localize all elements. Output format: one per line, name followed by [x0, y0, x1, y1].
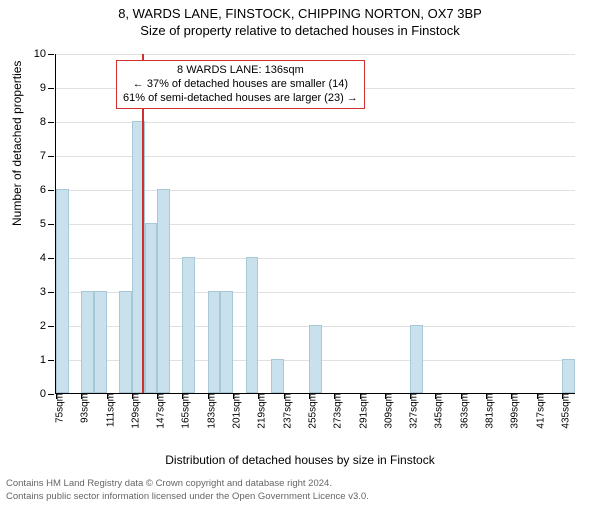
histogram-bar: [182, 257, 195, 393]
y-tick-label: 5: [40, 218, 46, 230]
annotation-line: ← 37% of detached houses are smaller (14…: [123, 78, 358, 92]
x-tick-label: 345sqm: [426, 393, 445, 429]
y-tick-label: 6: [40, 184, 46, 196]
y-tick: [48, 224, 54, 225]
x-tick-label: 183sqm: [198, 393, 217, 429]
histogram-bar: [410, 325, 423, 393]
histogram-bar: [81, 291, 94, 393]
x-tick-label: 147sqm: [148, 393, 167, 429]
x-tick-label: 219sqm: [249, 393, 268, 429]
y-tick-label: 1: [40, 354, 46, 366]
y-tick-label: 7: [40, 150, 46, 162]
footer-attribution: Contains HM Land Registry data © Crown c…: [6, 478, 594, 503]
y-axis-label: Number of detached properties: [10, 61, 24, 226]
plot-area: 01234567891075sqm93sqm111sqm129sqm147sqm…: [55, 54, 575, 394]
chart-title-desc: Size of property relative to detached ho…: [0, 23, 600, 38]
y-tick: [48, 122, 54, 123]
y-tick-label: 3: [40, 286, 46, 298]
y-tick-label: 8: [40, 116, 46, 128]
x-tick-label: 399sqm: [502, 393, 521, 429]
y-tick: [48, 156, 54, 157]
y-tick: [48, 190, 54, 191]
chart-title-address: 8, WARDS LANE, FINSTOCK, CHIPPING NORTON…: [0, 6, 600, 21]
x-tick-label: 435sqm: [552, 393, 571, 429]
y-tick: [48, 88, 54, 89]
y-tick-label: 0: [40, 388, 46, 400]
y-tick: [48, 54, 54, 55]
histogram-bar: [208, 291, 221, 393]
x-tick-label: 363sqm: [451, 393, 470, 429]
x-tick-label: 291sqm: [350, 393, 369, 429]
y-tick: [48, 360, 54, 361]
y-tick: [48, 326, 54, 327]
y-tick: [48, 292, 54, 293]
x-axis-label: Distribution of detached houses by size …: [0, 453, 600, 467]
x-tick-label: 327sqm: [401, 393, 420, 429]
y-tick-label: 9: [40, 82, 46, 94]
histogram-bar: [562, 359, 575, 393]
annotation-line: 8 WARDS LANE: 136sqm: [123, 64, 358, 78]
y-tick-label: 4: [40, 252, 46, 264]
x-tick-label: 273sqm: [325, 393, 344, 429]
x-tick-label: 75sqm: [47, 393, 66, 423]
x-tick-label: 381sqm: [477, 393, 496, 429]
x-tick-label: 237sqm: [274, 393, 293, 429]
x-tick-label: 165sqm: [173, 393, 192, 429]
x-tick-label: 111sqm: [97, 393, 116, 427]
y-tick-label: 10: [34, 48, 46, 60]
histogram-bar: [94, 291, 107, 393]
histogram-bar: [119, 291, 132, 393]
footer-line: Contains HM Land Registry data © Crown c…: [6, 478, 594, 490]
histogram-bar: [56, 189, 69, 393]
annotation-box: 8 WARDS LANE: 136sqm ← 37% of detached h…: [116, 60, 365, 109]
histogram-bar: [246, 257, 259, 393]
x-tick-label: 309sqm: [375, 393, 394, 429]
x-tick-label: 129sqm: [122, 393, 141, 429]
chart-area: 01234567891075sqm93sqm111sqm129sqm147sqm…: [55, 54, 575, 394]
x-tick-label: 201sqm: [224, 393, 243, 429]
x-tick-label: 255sqm: [299, 393, 318, 429]
y-tick-label: 2: [40, 320, 46, 332]
footer-line: Contains public sector information licen…: [6, 491, 594, 503]
x-tick-label: 417sqm: [527, 393, 546, 429]
histogram-bar: [220, 291, 233, 393]
histogram-bar: [145, 223, 158, 393]
grid-line: [56, 54, 575, 55]
annotation-line: 61% of semi-detached houses are larger (…: [123, 92, 358, 106]
histogram-bar: [309, 325, 322, 393]
histogram-bar: [157, 189, 170, 393]
x-tick-label: 93sqm: [72, 393, 91, 423]
y-tick: [48, 258, 54, 259]
histogram-bar: [271, 359, 284, 393]
